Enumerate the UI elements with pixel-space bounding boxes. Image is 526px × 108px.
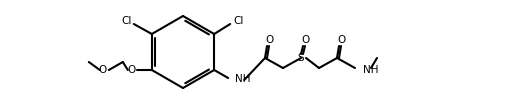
Text: NH: NH <box>235 74 251 84</box>
Text: O: O <box>99 65 107 75</box>
Text: O: O <box>128 65 136 75</box>
Text: O: O <box>265 35 273 45</box>
Text: O: O <box>337 35 345 45</box>
Text: NH: NH <box>363 65 379 75</box>
Text: O: O <box>301 35 309 45</box>
Text: S: S <box>298 53 305 63</box>
Text: Cl: Cl <box>233 16 244 26</box>
Text: Cl: Cl <box>122 16 132 26</box>
